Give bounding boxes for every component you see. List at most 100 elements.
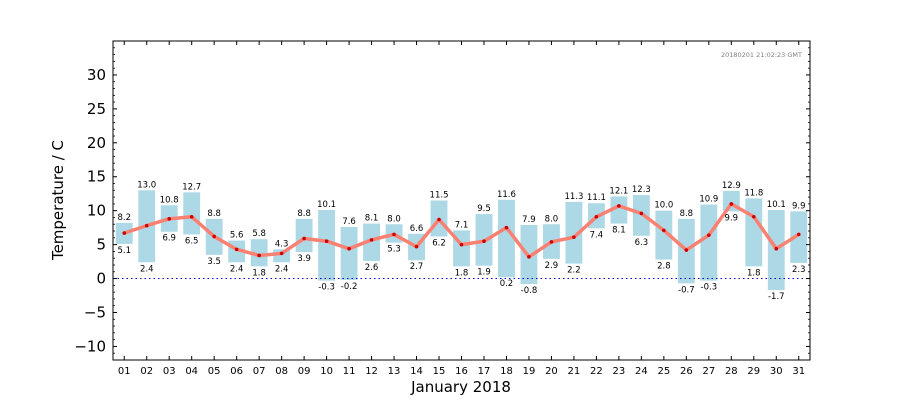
x-tick-label: 30 — [770, 366, 783, 377]
min-label: 1.9 — [477, 268, 491, 278]
mean-point — [796, 232, 801, 237]
x-tick-label: 15 — [433, 366, 446, 377]
mean-point — [774, 246, 779, 251]
max-label: 7.6 — [342, 217, 356, 227]
min-label: 6.9 — [162, 234, 176, 244]
min-label: 2.2 — [567, 266, 581, 276]
mean-point — [437, 217, 441, 222]
mean-point — [167, 217, 172, 221]
mean-point — [257, 253, 261, 258]
min-label: 6.5 — [185, 236, 199, 246]
x-tick-label: 07 — [253, 366, 266, 377]
y-tick-label: 15 — [87, 168, 106, 186]
min-label: -0.2 — [341, 282, 358, 292]
min-label: -0.7 — [678, 285, 695, 295]
max-label: 12.3 — [632, 185, 651, 195]
min-label: 9.9 — [725, 213, 739, 223]
y-tick-label: 10 — [87, 202, 106, 220]
max-label: 10.8 — [160, 195, 179, 205]
x-tick-label: 16 — [455, 366, 468, 377]
mean-point — [392, 232, 396, 237]
min-label: -0.3 — [701, 283, 718, 293]
x-tick-label: 05 — [208, 366, 221, 377]
y-tick-label: −10 — [74, 337, 106, 355]
min-label: 2.4 — [275, 264, 289, 274]
x-tick-label: 22 — [590, 366, 603, 377]
max-label: 9.5 — [477, 204, 491, 214]
min-label: 1.8 — [747, 268, 761, 278]
x-tick-label: 14 — [410, 366, 423, 377]
y-tick-label: 20 — [87, 134, 106, 152]
range-bar — [655, 210, 673, 260]
range-bar — [700, 204, 718, 281]
x-tick-label: 31 — [792, 366, 805, 377]
mean-point — [662, 228, 666, 233]
min-label: 8.1 — [612, 226, 626, 236]
min-label: 6.3 — [635, 238, 649, 248]
max-label: 10.1 — [317, 200, 336, 210]
x-tick-label: 02 — [140, 366, 153, 377]
x-tick-label: 20 — [545, 366, 558, 377]
x-tick-label: 28 — [725, 366, 738, 377]
mean-point — [347, 246, 351, 251]
x-tick-label: 18 — [500, 366, 513, 377]
min-label: 3.5 — [207, 257, 221, 267]
range-bar — [498, 199, 515, 278]
mean-series — [122, 202, 801, 259]
min-label: -0.8 — [521, 286, 538, 296]
min-label: 2.7 — [410, 262, 424, 272]
min-label: 5.1 — [117, 246, 131, 256]
mean-point — [527, 255, 531, 259]
mean-point — [549, 240, 554, 244]
max-label: 10.9 — [699, 195, 718, 205]
mean-point — [684, 248, 689, 252]
data-labels: 8.2 5.1 13.0 2.4 10.8 6.9 12.7 6.5 8.8 3.5 5.6 2.4 5… — [117, 180, 805, 302]
mean-point — [707, 233, 711, 237]
max-label: 12.9 — [722, 181, 741, 191]
x-tick-label: 09 — [298, 366, 311, 377]
range-bar — [363, 223, 380, 261]
y-tick-label: 25 — [87, 100, 106, 118]
x-tick-label: 12 — [365, 366, 378, 377]
timestamp: 20180201 21:02:23 GMT — [721, 51, 802, 59]
x-tick-label: 10 — [320, 366, 333, 377]
max-label: 8.0 — [387, 214, 401, 224]
max-label: 10.1 — [767, 200, 786, 210]
mean-point — [122, 231, 127, 235]
x-tick-label: 26 — [680, 366, 693, 377]
x-axis-label: January 2018 — [410, 378, 511, 396]
x-tick-label: 29 — [747, 366, 760, 377]
range-bar — [250, 239, 268, 267]
range-bar — [610, 196, 628, 224]
mean-point — [234, 247, 239, 252]
min-label: 1.8 — [455, 268, 469, 278]
mean-point — [302, 236, 306, 241]
max-label: 8.8 — [297, 209, 311, 219]
range-bar — [318, 210, 336, 281]
max-label: 12.1 — [609, 186, 628, 196]
max-label: 4.3 — [275, 239, 289, 249]
x-tick-label: 19 — [523, 366, 536, 377]
min-label: -1.7 — [768, 292, 785, 302]
min-label: 0.2 — [500, 279, 514, 289]
max-label: 7.9 — [522, 215, 536, 225]
max-label: 11.1 — [587, 193, 606, 203]
min-label: 2.4 — [140, 264, 154, 274]
y-axis-label: Temperature / C — [49, 140, 67, 261]
x-tick-label: 01 — [118, 366, 131, 377]
range-bar — [565, 201, 583, 264]
min-label: 2.6 — [365, 263, 379, 273]
mean-point — [504, 225, 509, 230]
mean-point — [144, 223, 149, 228]
range-bar — [183, 192, 201, 235]
mean-point — [572, 235, 576, 239]
mean-point — [459, 242, 464, 247]
max-label: 8.8 — [680, 209, 694, 219]
mean-point — [414, 244, 419, 249]
min-label: 3.9 — [297, 254, 311, 264]
min-label: 2.8 — [657, 262, 671, 272]
mean-point — [482, 239, 486, 244]
max-label: 7.1 — [455, 220, 469, 230]
range-bar — [745, 198, 763, 267]
